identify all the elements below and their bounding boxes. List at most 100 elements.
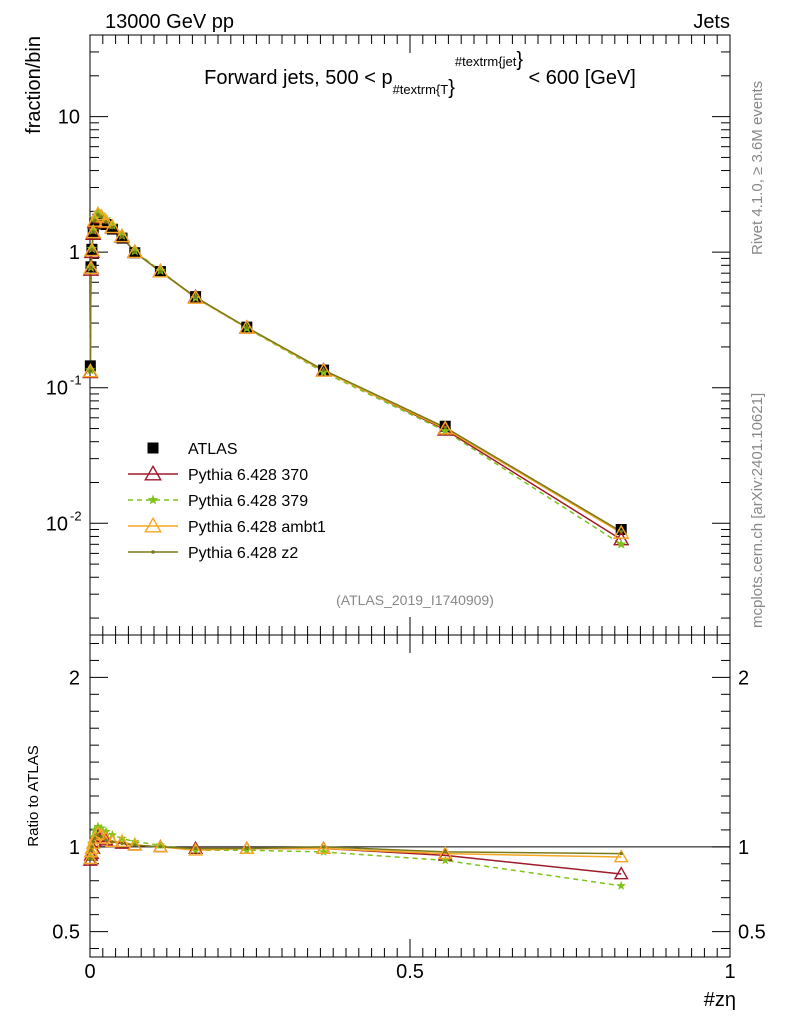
title-brace-2: } [516,49,523,71]
ratio-point-pythia-6-428-ambt1 [613,849,629,863]
point-pythia-6-428-ambt1 [89,205,107,221]
title-brace-1: } [448,77,455,99]
series-line-pythia-6-428-379 [89,211,622,545]
point-pythia-6-428-ambt1 [187,289,204,304]
point-pythia-6-428-379 [439,425,451,436]
ratio-tick-label-right: 2 [738,667,749,689]
ratio-point-pythia-6-428-379 [90,824,100,834]
point-pythia-6-428-z2 [120,234,124,239]
legend-marker-atlas [147,442,159,454]
ratio-point-pythia-6-428-ambt1 [114,834,130,848]
point-pythia-6-428-z2 [89,265,93,270]
ratio-tick-label-right: 0.5 [738,922,766,944]
point-pythia-6-428-ambt1 [612,524,630,539]
point-pythia-6-428-z2 [104,220,108,224]
point-pythia-6-428-z2 [110,225,115,230]
point-pythia-6-428-z2 [90,248,94,252]
point-pythia-6-428-ambt1 [113,227,131,243]
point-pythia-6-428-ambt1 [104,218,121,234]
ratio-point-pythia-6-428-ambt1 [90,825,106,839]
point-pythia-6-428-z2 [321,368,326,372]
x-tick-label: 0.5 [396,961,424,983]
ratio-point-pythia-6-428-z2 [88,857,92,861]
ratio-point-pythia-6-428-z2 [443,850,447,854]
analysis-id: (ATLAS_2019_I1740909) [336,592,494,608]
point-pythia-6-428-370 [83,243,101,259]
y-tick-label: 10 [46,378,68,400]
ratio-point-pythia-6-428-ambt1 [127,837,143,851]
point-atlas [615,524,627,536]
point-pythia-6-428-z2 [443,425,448,430]
ratio-point-pythia-6-428-z2 [120,841,124,846]
point-pythia-6-428-z2 [93,218,97,223]
legend-marker-pythia-6-428-379 [147,494,159,505]
ratio-point-pythia-6-428-ambt1 [104,834,120,848]
rivet-version-label: Rivet 4.1.0, ≥ 3.6M events [749,81,766,255]
ratio-point-pythia-6-428-ambt1 [437,845,453,860]
point-pythia-6-428-z2 [88,369,93,373]
legend-label-pythia-6-428-ambt1: Pythia 6.428 ambt1 [188,519,326,536]
ratio-point-pythia-6-428-z2 [193,846,198,851]
ratio-point-pythia-6-428-379 [318,846,329,856]
legend-label-pythia-6-428-379: Pythia 6.428 379 [188,493,308,510]
ratio-point-pythia-6-428-z2 [90,845,94,849]
point-pythia-6-428-ambt1 [315,362,332,377]
point-pythia-6-428-ambt1 [238,319,256,334]
title-subscript: #textrm{T [393,82,449,97]
ratio-point-pythia-6-428-ambt1 [152,839,168,853]
legend-label-pythia-6-428-z2: Pythia 6.428 z2 [188,545,298,562]
ratio-point-pythia-6-428-379 [440,855,450,865]
x-tick-label: 0 [84,961,95,983]
ratio-point-pythia-6-428-z2 [91,840,95,844]
ratio-tick-label: 0.5 [52,922,80,944]
ratio-point-pythia-6-428-379 [616,880,626,890]
ratio-point-pythia-6-428-370 [188,840,204,854]
title-superscript: #textrm{jet [455,54,517,69]
ratio-point-pythia-6-428-379 [117,833,127,843]
point-pythia-6-428-ambt1 [126,243,144,259]
ratio-point-pythia-6-428-z2 [96,833,100,837]
ratio-point-pythia-6-428-ambt1 [83,844,99,858]
collision-label: 13000 GeV pp [105,11,234,33]
y-axis-label: fraction/bin [23,36,45,134]
process-label: Jets [693,11,730,33]
ratio-point-pythia-6-428-z2 [110,840,115,844]
y-tick-label: 1 [69,242,80,264]
ratio-point-pythia-6-428-z2 [104,838,108,842]
ratio-point-pythia-6-428-ambt1 [239,840,255,854]
legend-marker-pythia-6-428-370 [144,464,162,481]
title-tail: < 600 [GeV] [523,67,636,89]
legend-label-pythia-6-428-370: Pythia 6.428 370 [188,467,308,484]
point-pythia-6-428-z2 [133,250,137,254]
legend-label-atlas: ATLAS [188,441,238,458]
chart-title: Forward jets, 500 < p#textrm{T}#textrm{j… [204,49,636,99]
ratio-tick-label-right: 1 [738,837,749,859]
point-pythia-6-428-370 [82,261,100,276]
point-pythia-6-428-ambt1 [83,242,101,257]
point-pythia-6-428-z2 [99,215,103,219]
ratio-line-pythia-6-428-ambt1 [89,832,622,859]
legend-marker-pythia-6-428-ambt1 [144,516,162,533]
point-pythia-6-428-ambt1 [82,259,100,275]
ratio-point-pythia-6-428-ambt1 [82,850,98,865]
point-pythia-6-428-ambt1 [436,420,454,435]
ratio-y-axis-label: Ratio to ATLAS [25,745,42,846]
ratio-point-pythia-6-428-z2 [245,846,249,851]
ratio-point-pythia-6-428-z2 [93,836,97,840]
point-pythia-6-428-z2 [193,295,198,300]
point-pythia-6-428-379 [116,229,128,240]
y-tick-label: 10 [58,107,80,129]
main-plot-frame [89,34,731,636]
mcplots-label: mcplots.cern.ch [arXiv:2401.10621] [749,393,766,628]
y-tick-label: 10 [46,513,68,535]
ratio-point-pythia-6-428-370 [613,866,629,880]
point-pythia-6-428-379 [615,538,627,549]
y-tick-exponent: -1 [70,373,82,388]
x-axis-label: #zη [704,989,736,1011]
ratio-point-pythia-6-428-z2 [619,852,623,856]
point-pythia-6-428-z2 [96,212,100,217]
y-tick-exponent: -2 [70,508,82,523]
point-pythia-6-428-z2 [158,269,163,274]
point-pythia-6-428-379 [87,224,99,235]
